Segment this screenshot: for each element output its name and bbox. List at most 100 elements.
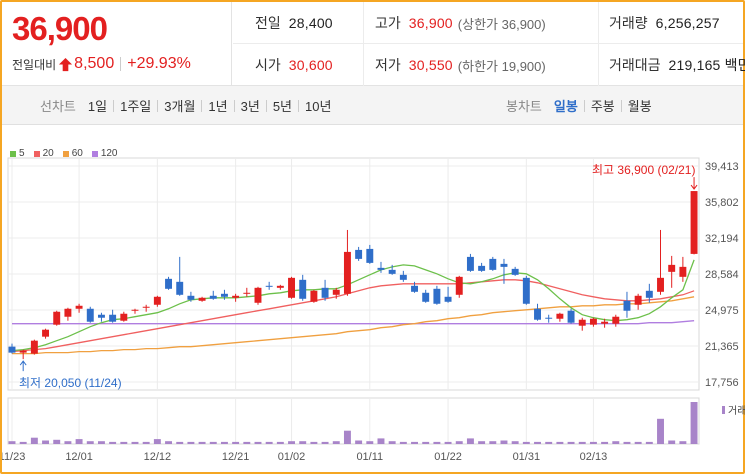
candle-body xyxy=(343,251,351,294)
volume-bar xyxy=(176,441,184,444)
candle-body xyxy=(142,306,150,308)
chart-toolbar: 선차트 1일 1주일 3개월 1년 3년 5년 10년 봉차트 일봉 주봉 월봉 xyxy=(2,86,743,125)
volume-bar xyxy=(19,441,27,444)
open-value: 30,600 xyxy=(288,57,333,73)
up-arrow-icon xyxy=(59,57,73,71)
volume-bar xyxy=(679,441,687,444)
volume-bar xyxy=(478,441,486,444)
price-chart: 39,413 35,802 32,194 28,584 24,975 21,365 17,7… xyxy=(2,126,745,472)
candle-body xyxy=(578,319,586,326)
volume-cell: 거래량 6,256,257 xyxy=(609,2,720,44)
volume-bar xyxy=(411,441,418,444)
volume-bar xyxy=(388,441,396,444)
amount-label: 거래대금 xyxy=(609,57,661,73)
period-5y[interactable]: 5년 xyxy=(272,99,293,114)
volume-label: 거래량 xyxy=(609,15,648,31)
volume-bar xyxy=(198,441,206,444)
candle-body xyxy=(97,314,105,318)
y-tick-label: 28,584 xyxy=(705,269,739,281)
volume-bar xyxy=(30,437,38,444)
period-1d[interactable]: 1일 xyxy=(87,99,108,114)
x-tick-label: 02/13 xyxy=(580,451,608,463)
volume-bar xyxy=(310,441,318,444)
x-tick-label: 01/02 xyxy=(278,451,306,463)
volume-bar xyxy=(645,441,653,444)
candle-body xyxy=(455,276,463,295)
volume-bar xyxy=(64,441,72,444)
candle-daily[interactable]: 일봉 xyxy=(553,99,578,114)
y-tick-label: 17,756 xyxy=(705,377,739,389)
period-1w[interactable]: 1주일 xyxy=(120,99,152,114)
legend-ma120: 120 xyxy=(91,148,118,159)
candle-body xyxy=(276,285,284,288)
x-tick-label: 11/23 xyxy=(2,451,25,463)
volume-bar xyxy=(522,441,530,444)
candle-body xyxy=(209,295,217,299)
candle-body xyxy=(86,308,94,322)
period-3y[interactable]: 3년 xyxy=(240,99,260,114)
candle-body xyxy=(545,317,553,319)
x-tick-label: 12/12 xyxy=(144,451,172,463)
y-tick-label: 39,413 xyxy=(705,161,739,173)
volume-bar xyxy=(422,441,430,444)
legend-label: 5 xyxy=(19,148,25,159)
candle-body xyxy=(556,313,564,319)
legend-swatch xyxy=(10,150,16,157)
candle-body xyxy=(634,295,642,305)
toolbar-divider xyxy=(201,99,203,112)
candle-body xyxy=(366,248,374,263)
volume-bar xyxy=(657,418,664,444)
volume-bar xyxy=(668,440,676,444)
candle-body xyxy=(657,277,664,292)
candle-body xyxy=(355,249,363,259)
x-tick-label: 12/21 xyxy=(222,451,250,463)
candle-weekly[interactable]: 주봉 xyxy=(590,99,615,114)
volume-swatch xyxy=(722,405,725,414)
period-1y[interactable]: 1년 xyxy=(208,99,228,114)
legend-label: 20 xyxy=(42,148,54,159)
candle-body xyxy=(8,346,16,353)
toolbar-divider xyxy=(233,99,235,112)
candle-body xyxy=(433,288,441,304)
change-divider xyxy=(120,57,122,71)
line-chart-periods: 선차트 1일 1주일 3개월 1년 3년 5년 10년 xyxy=(40,86,337,125)
volume-bar xyxy=(243,441,251,444)
volume-bar xyxy=(75,439,83,444)
volume-bar xyxy=(534,441,541,444)
quote-panel: 36,900 전일대비 8,500 +29.93% 전일 28,400 고가 3… xyxy=(2,2,745,86)
candle-body xyxy=(601,321,609,324)
candle-body xyxy=(690,191,698,254)
volume-bar xyxy=(332,441,340,444)
candle-body xyxy=(589,318,597,325)
volume-bar xyxy=(545,441,553,444)
candle-body xyxy=(243,292,251,294)
volume-bar xyxy=(209,441,217,444)
candle-body xyxy=(567,310,575,323)
x-tick-label: 12/01 xyxy=(65,451,93,463)
volume-bar xyxy=(455,441,463,444)
candle-body xyxy=(254,287,262,303)
open-label: 시가 xyxy=(255,57,281,73)
candle-monthly[interactable]: 월봉 xyxy=(627,99,652,114)
candle-body xyxy=(64,308,72,317)
legend-label: 60 xyxy=(71,148,83,159)
stats-divider xyxy=(363,2,364,86)
candle-body xyxy=(120,313,128,321)
change-rate: +29.93% xyxy=(127,55,191,72)
period-10y[interactable]: 10년 xyxy=(305,99,332,114)
volume-bar xyxy=(466,438,474,444)
candle-body xyxy=(399,274,407,280)
stats-divider xyxy=(598,2,599,86)
candle-body xyxy=(299,279,307,299)
volume-bar xyxy=(299,441,307,444)
period-3m[interactable]: 3개월 xyxy=(164,99,196,114)
open-cell: 시가 30,600 xyxy=(255,44,333,86)
candle-body xyxy=(377,267,385,270)
volume-legend: 거래 xyxy=(722,402,745,417)
volume-bar xyxy=(433,441,441,444)
candle-body xyxy=(232,295,240,298)
candle-body xyxy=(388,269,396,274)
candle-body xyxy=(500,263,508,267)
change-label: 전일대비 xyxy=(12,57,57,72)
volume-bar xyxy=(131,441,139,444)
